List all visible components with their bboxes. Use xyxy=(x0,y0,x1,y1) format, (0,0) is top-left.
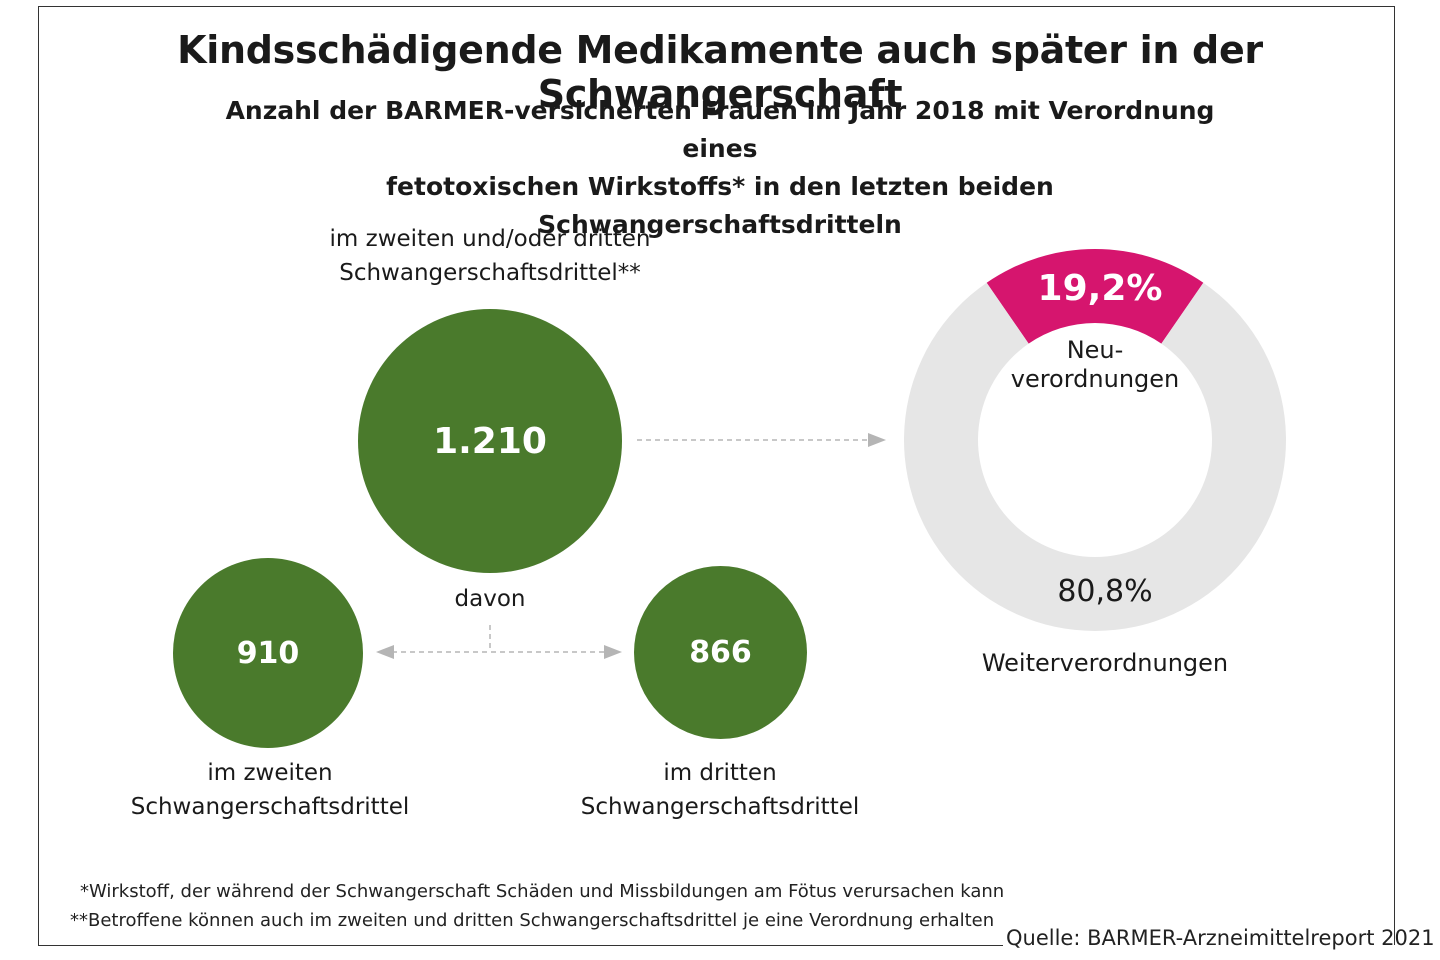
donut-chart xyxy=(904,249,1286,631)
bubble-second-trimester: 910 xyxy=(173,558,363,748)
right-label-line-2: Schwangerschaftsdrittel xyxy=(580,794,860,820)
source-note: Quelle: BARMER-Arzneimittelreport 2021 xyxy=(1006,926,1435,950)
donut-value-weiterverordnungen: 80,8% xyxy=(1057,574,1153,609)
chart-frame xyxy=(38,6,1395,945)
footnote-1: *Wirkstoff, der während der Schwangersch… xyxy=(80,881,1005,902)
subtitle-line-1: Anzahl der BARMER-versicherten Frauen im… xyxy=(225,96,1215,163)
bubble-third-value: 866 xyxy=(689,635,752,670)
donut-value-neuverordnungen: 19,2% xyxy=(1037,268,1163,309)
main-label-line-2: Schwangerschaftsdrittel** xyxy=(339,260,641,286)
donut-slice-weiterverordnungen xyxy=(904,282,1286,631)
main-label-line-1: im zweiten und/oder dritten xyxy=(329,226,651,252)
arrow-to-donut-head xyxy=(868,433,886,447)
chart-subtitle: Anzahl der BARMER-versicherten Frauen im… xyxy=(200,92,1240,244)
donut-label-weiterverordnungen: Weiterverordnungen xyxy=(981,649,1229,677)
bubble-total-value: 1.210 xyxy=(433,420,547,462)
frame-bottom-line xyxy=(38,945,1003,946)
left-bubble-label: im zweiten Schwangerschaftsdrittel xyxy=(90,756,450,824)
bubble-second-value: 910 xyxy=(236,635,300,671)
chart-title: Kindsschädigende Medikamente auch später… xyxy=(177,28,1263,116)
arrow-left-head xyxy=(376,645,394,659)
main-bubble-label: im zweiten und/oder dritten Schwangersch… xyxy=(290,222,690,290)
davon-label: davon xyxy=(454,586,526,612)
donut-label-neu-line-2: verordnungen xyxy=(1010,365,1180,393)
subtitle-line-2: fetotoxischen Wirkstoffs* in den letzten… xyxy=(386,172,1054,239)
donut-slice-neuverordnungen xyxy=(986,249,1204,344)
donut-label-neu-line-1: Neu- xyxy=(1066,336,1124,364)
arrow-right-head xyxy=(604,645,622,659)
left-label-line-2: Schwangerschaftsdrittel xyxy=(130,794,410,820)
bubble-third-trimester: 866 xyxy=(634,566,807,739)
donut-label-neuverordnungen: Neu- verordnungen xyxy=(995,336,1195,394)
footnote-2: **Betroffene können auch im zweiten und … xyxy=(70,910,995,931)
right-label-line-1: im dritten xyxy=(663,760,777,786)
right-bubble-label: im dritten Schwangerschaftsdrittel xyxy=(540,756,900,824)
left-label-line-1: im zweiten xyxy=(207,760,333,786)
bubble-total: 1.210 xyxy=(358,309,622,573)
